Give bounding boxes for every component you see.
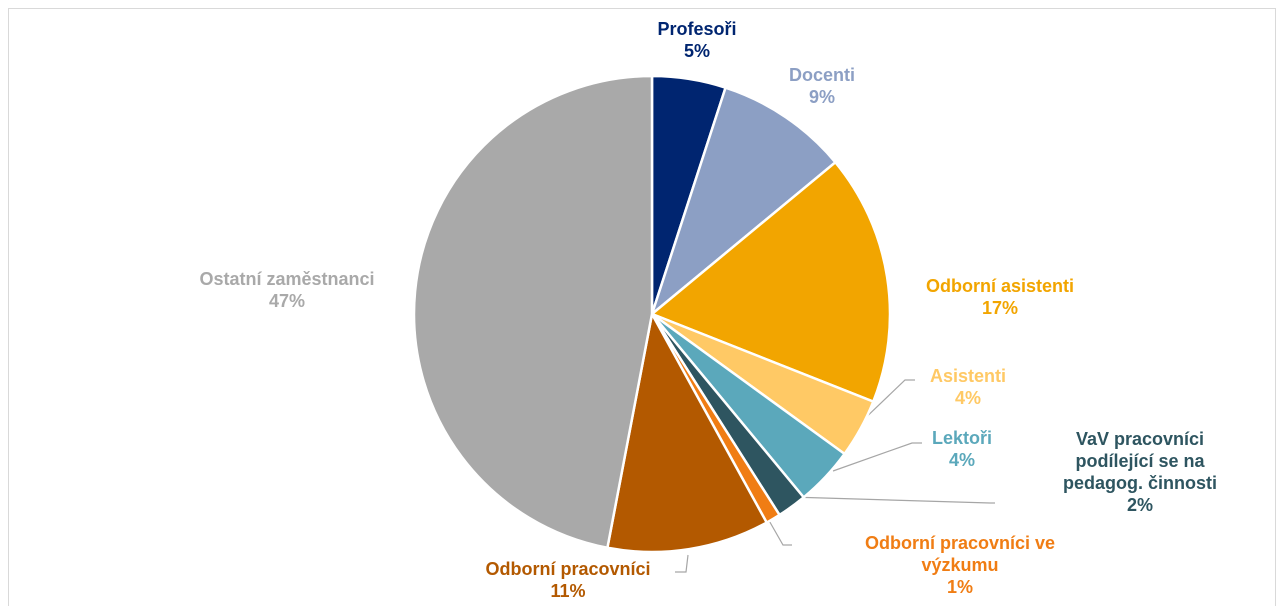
pie-slice (649, 86, 838, 318)
pie-slice (649, 160, 892, 404)
slice-label: Odborní asistenti 17% (870, 275, 1130, 319)
category-label: VaV pracovníci podílející se na pedagog.… (1062, 429, 1217, 493)
category-label: Docenti (788, 65, 855, 85)
category-label: Odborní pracovníci (485, 559, 651, 579)
category-label: Lektoři (931, 428, 992, 448)
category-label: Odborní pracovníci ve výzkumu (864, 533, 1056, 575)
slice-label: Profesoři 5% (597, 18, 797, 62)
value-label: 9% (808, 87, 835, 107)
value-label: 47% (268, 291, 306, 311)
value-label: 17% (981, 298, 1019, 318)
slice-label: VaV pracovníci podílející se na pedagog.… (1040, 428, 1240, 516)
category-label: Ostatní zaměstnanci (199, 269, 375, 289)
value-label: 4% (954, 388, 981, 408)
slice-label: Ostatní zaměstnanci 47% (147, 268, 427, 312)
category-label: Profesoři (657, 19, 737, 39)
pie-slice (412, 74, 654, 550)
value-label: 11% (550, 581, 586, 601)
slice-label: Lektoři 4% (892, 427, 1032, 471)
value-label: 4% (948, 450, 975, 470)
leader-line (832, 442, 922, 472)
value-label: 2% (1126, 495, 1153, 515)
category-label: Odborní asistenti (925, 276, 1075, 296)
leader-line (675, 554, 689, 573)
slice-label: Odborní pracovníci 11% (438, 558, 698, 602)
category-label: Asistenti (929, 366, 1007, 386)
slice-label: Odborní pracovníci ve výzkumu 1% (825, 532, 1095, 598)
chart-frame (8, 8, 1276, 606)
leader-line (789, 496, 995, 504)
value-label: 5% (683, 41, 710, 61)
pie-slice (605, 310, 769, 554)
slice-label: Docenti 9% (722, 64, 922, 108)
slice-label: Asistenti 4% (898, 365, 1038, 409)
value-label: 1% (946, 577, 973, 597)
leader-line (857, 379, 915, 426)
